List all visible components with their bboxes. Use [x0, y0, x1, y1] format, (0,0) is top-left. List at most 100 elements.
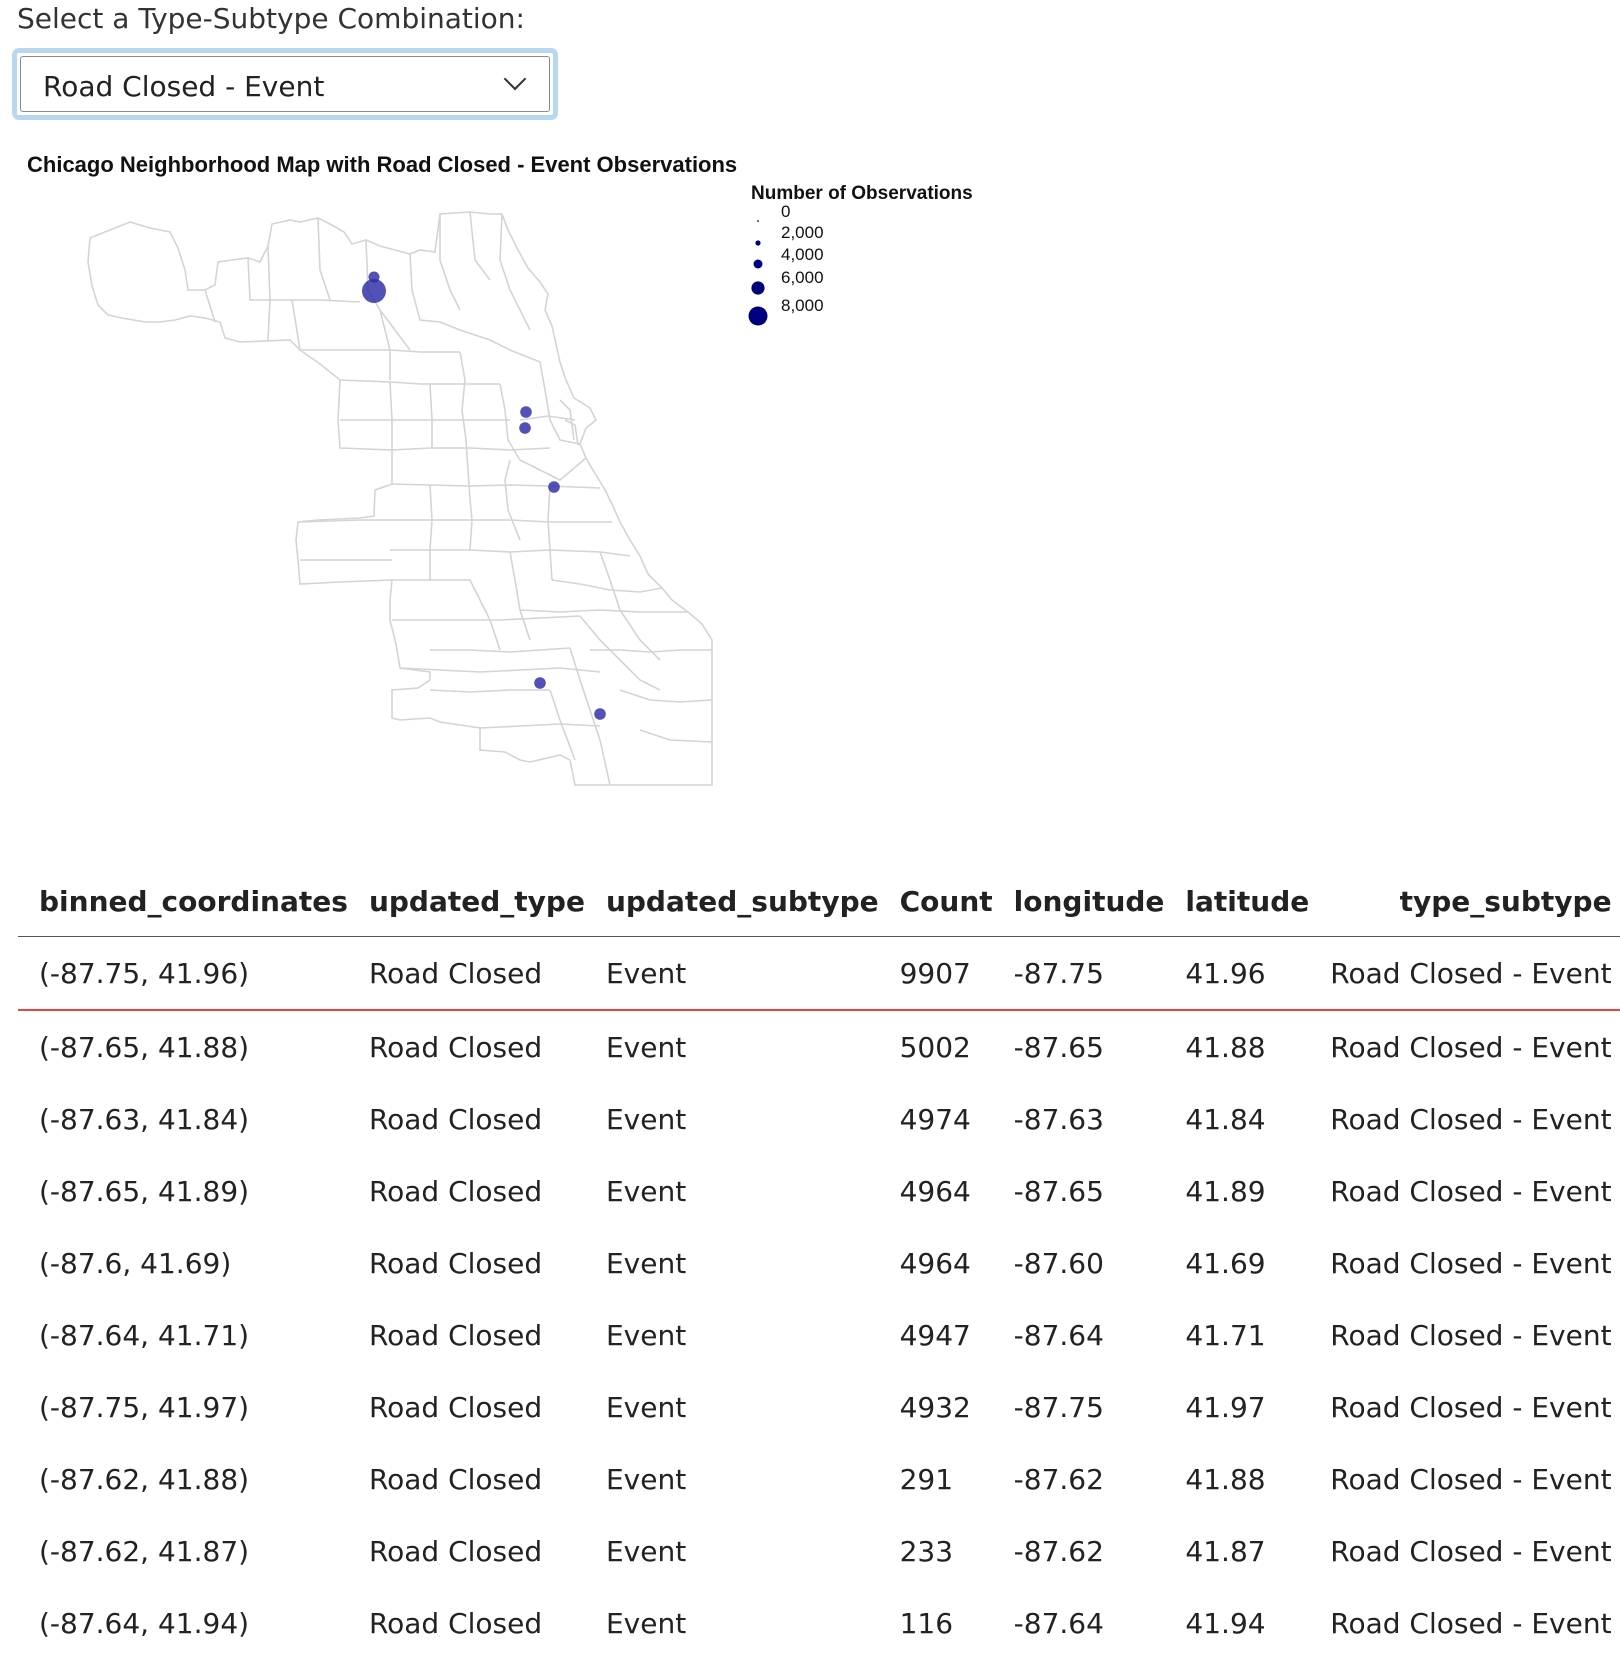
- table-cell: Road Closed - Event: [1330, 1102, 1612, 1136]
- table-cell: -87.65: [1013, 1030, 1104, 1064]
- table-cell: 41.88: [1185, 1462, 1266, 1496]
- table-cell: Road Closed: [368, 1102, 543, 1136]
- table-cell: 4932: [899, 1390, 971, 1424]
- table-cell: 291: [899, 1462, 954, 1496]
- table-cell: 9907: [878, 936, 993, 1011]
- table-cell: 41.96: [1164, 936, 1310, 1011]
- table-cell: Road Closed: [368, 1462, 543, 1496]
- select-label: Select a Type-Subtype Combination:: [17, 2, 525, 35]
- column-header: binned_coordinates: [18, 866, 348, 937]
- legend-symbols: [748, 220, 768, 326]
- observation-point: [548, 481, 560, 493]
- legend-symbol-4000: [753, 259, 763, 269]
- table-cell: 41.69: [1185, 1246, 1266, 1280]
- table-cell: 116: [899, 1606, 954, 1640]
- table-cell: Road Closed: [368, 1318, 543, 1352]
- table-cell: (-87.62, 41.87): [39, 1534, 250, 1568]
- chevron-down-icon[interactable]: [503, 67, 527, 91]
- table-cell: Event: [605, 1390, 687, 1424]
- observation-points: [362, 271, 606, 720]
- type-subtype-select[interactable]: Road Closed - Event: [12, 48, 558, 120]
- table-cell: Event: [605, 1030, 687, 1064]
- table-cell: Road Closed - Event: [1330, 1534, 1612, 1568]
- legend-label-2000: 2,000: [781, 223, 824, 242]
- table-cell: 4964: [899, 1174, 971, 1208]
- table-cell: Road Closed: [368, 1390, 543, 1424]
- table-cell: Event: [605, 1174, 687, 1208]
- table-cell: 41.88: [1185, 1030, 1266, 1064]
- select-field[interactable]: Road Closed - Event: [20, 56, 550, 112]
- table-cell: (-87.63, 41.84): [39, 1102, 250, 1136]
- legend-title: Number of Observations: [751, 183, 973, 204]
- table-cell: (-87.64, 41.71): [39, 1318, 250, 1352]
- observation-point: [594, 708, 606, 720]
- legend-symbol-6000: [751, 281, 765, 295]
- table-cell: (-87.62, 41.88): [39, 1462, 250, 1496]
- table-cell: 233: [899, 1534, 954, 1568]
- table-cell: Road Closed: [368, 1030, 543, 1064]
- table-row: (-87.65, 41.88) Road Closed Event 5002 -…: [18, 1010, 1620, 1083]
- table-cell: Road Closed: [368, 1246, 543, 1280]
- table-cell: -87.75: [992, 936, 1165, 1011]
- table-cell: 41.89: [1185, 1174, 1266, 1208]
- table-cell: Event: [605, 1246, 687, 1280]
- table-row: (-87.75, 41.97) Road Closed Event 4932 -…: [18, 1371, 1620, 1443]
- table-cell: -87.62: [1013, 1534, 1104, 1568]
- table-cell: Road Closed: [368, 1606, 543, 1640]
- table-cell: 41.97: [1185, 1390, 1266, 1424]
- column-header: longitude: [992, 866, 1165, 937]
- table-cell: 41.84: [1185, 1102, 1266, 1136]
- table-cell: Road Closed: [368, 1534, 543, 1568]
- table-row: (-87.64, 41.71) Road Closed Event 4947 -…: [18, 1299, 1620, 1371]
- observations-table: binned_coordinates updated_type updated_…: [18, 866, 1620, 1659]
- table-cell: -87.63: [1013, 1102, 1104, 1136]
- table-cell: (-87.65, 41.88): [39, 1030, 250, 1064]
- legend-symbol-8000: [748, 306, 768, 326]
- table-cell: Event: [584, 936, 879, 1011]
- table-cell: -87.65: [1013, 1174, 1104, 1208]
- table-row: (-87.62, 41.87) Road Closed Event 233 -8…: [18, 1515, 1620, 1587]
- column-header: type_subtype: [1309, 866, 1620, 937]
- table-cell: -87.64: [1013, 1606, 1104, 1640]
- table-cell: Road Closed - Event: [1330, 1390, 1612, 1424]
- table-cell: Event: [605, 1534, 687, 1568]
- table-cell: 4947: [899, 1318, 971, 1352]
- table-cell: Road Closed - Event: [1309, 936, 1620, 1011]
- select-value: Road Closed - Event: [43, 70, 325, 103]
- column-header: latitude: [1164, 866, 1310, 937]
- table-cell: -87.60: [1013, 1246, 1104, 1280]
- table-row: (-87.62, 41.88) Road Closed Event 291 -8…: [18, 1443, 1620, 1515]
- legend-label-0: 0: [781, 202, 791, 221]
- table-cell: 5002: [899, 1030, 971, 1064]
- table-row: (-87.65, 41.89) Road Closed Event 4964 -…: [18, 1155, 1620, 1227]
- observation-point: [368, 271, 380, 283]
- table-cell: 4974: [899, 1102, 971, 1136]
- table-cell: Event: [605, 1318, 687, 1352]
- table-cell: (-87.75, 41.97): [39, 1390, 250, 1424]
- legend-symbol-2000: [755, 240, 761, 246]
- table-cell: Road Closed: [368, 1174, 543, 1208]
- table-cell: Road Closed - Event: [1330, 1462, 1612, 1496]
- table-cell: (-87.65, 41.89): [39, 1174, 250, 1208]
- column-header: updated_type: [347, 866, 585, 937]
- table-cell: Event: [605, 1462, 687, 1496]
- legend-label-4000: 4,000: [781, 245, 824, 264]
- table-row: (-87.64, 41.94) Road Closed Event 116 -8…: [18, 1587, 1620, 1659]
- table-cell: Road Closed: [347, 936, 585, 1011]
- table-cell: (-87.6, 41.69): [39, 1246, 232, 1280]
- table-row: (-87.63, 41.84) Road Closed Event 4974 -…: [18, 1083, 1620, 1155]
- legend-label-6000: 6,000: [781, 268, 824, 287]
- table-header-row: binned_coordinates updated_type updated_…: [18, 866, 1620, 937]
- table-cell: 41.87: [1185, 1534, 1266, 1568]
- chicago-neighborhood-map: [87, 211, 768, 786]
- observation-point: [519, 422, 531, 434]
- observation-point: [534, 677, 546, 689]
- table-cell: Event: [605, 1102, 687, 1136]
- table-cell: Road Closed - Event: [1330, 1030, 1612, 1064]
- column-header: Count: [878, 866, 993, 937]
- table-cell: Event: [605, 1606, 687, 1640]
- table-cell: -87.75: [1013, 1390, 1104, 1424]
- table-cell: 41.71: [1185, 1318, 1266, 1352]
- table-cell: 41.94: [1185, 1606, 1266, 1640]
- legend-label-8000: 8,000: [781, 296, 824, 315]
